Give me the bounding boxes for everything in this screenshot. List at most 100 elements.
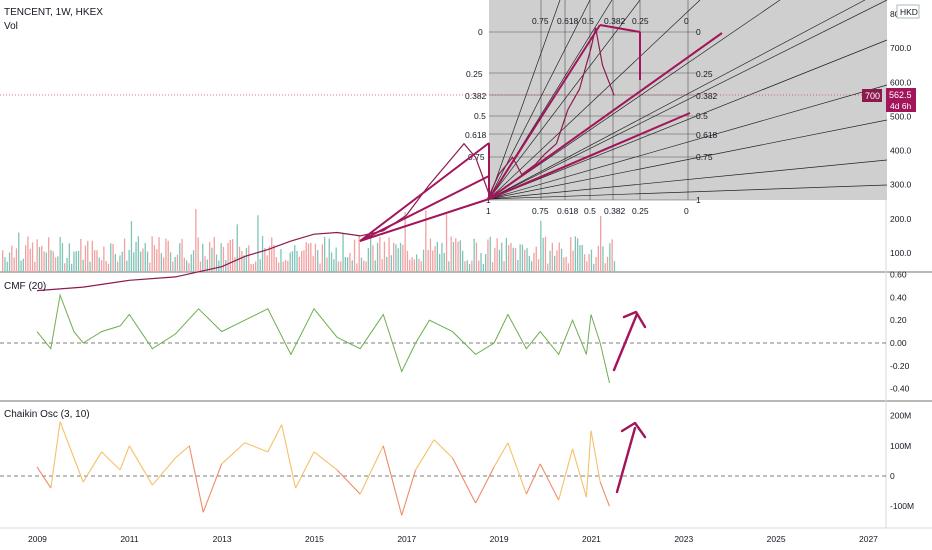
volume-bar (427, 249, 429, 272)
cmf-tick-1: 0.40 (890, 292, 907, 302)
fan-line-3 (488, 24, 601, 200)
volume-bar (151, 236, 153, 272)
volume-bar (41, 245, 43, 272)
gann-bottom-label-4: 0.382 (604, 206, 626, 216)
volume-bar (466, 260, 468, 272)
chaikin-segment (599, 481, 610, 507)
cmf-arrow[interactable] (612, 310, 647, 372)
cmf-tick-3: 0.00 (890, 338, 907, 348)
volume-bar (264, 248, 266, 272)
volume-bar (218, 260, 220, 272)
volume-bar (287, 260, 289, 272)
gann-ray-6 (488, 0, 866, 200)
volume-bar (409, 259, 411, 272)
gann-top-label-4: 0.25 (632, 16, 649, 26)
volume-bar (485, 254, 487, 272)
volume-bar (560, 248, 563, 272)
gann-top-label-0: 0.75 (532, 16, 549, 26)
gann-fan[interactable] (359, 24, 723, 242)
chaikin-segment (433, 439, 453, 459)
volume-bar (549, 250, 551, 272)
chaikin-arrow[interactable] (615, 421, 647, 494)
volume-bar (266, 255, 268, 272)
volume-bar (282, 261, 284, 272)
time-tick-2011: 2011 (120, 534, 139, 544)
price-tick-4: 500.0 (890, 111, 912, 121)
volume-bar (432, 250, 434, 272)
volume-bar (314, 243, 317, 272)
volume-bar (153, 245, 156, 272)
volume-bar (202, 243, 204, 272)
volume-bar (82, 259, 84, 272)
volume-bar (2, 250, 4, 272)
volume-bar (280, 249, 282, 272)
volume-bar (558, 242, 560, 272)
cmf-tick-0: 0.60 (890, 270, 907, 280)
gann-top-label-3: 0.382 (604, 16, 626, 26)
volume-bar (602, 246, 604, 272)
time-tick-2021: 2021 (582, 534, 601, 544)
gann-top-label-5: 0 (684, 16, 689, 26)
chaikin-axis[interactable]: 200M 100M 0 -100M (890, 411, 914, 512)
symbol-title: TENCENT, 1W, HKEX (4, 7, 103, 18)
price-tick-6: 700.0 (890, 43, 912, 53)
gann-right-label-3: 0.5 (696, 111, 708, 121)
volume-bar (252, 263, 254, 272)
volume-bar (229, 239, 231, 272)
volume-bar (393, 242, 395, 272)
gann-right-label-2: 0.382 (696, 91, 718, 101)
volume-bar (179, 243, 181, 272)
cmf-axis[interactable]: 0.60 0.40 0.20 0.00 -0.20 -0.40 (890, 270, 910, 394)
volume-bar (586, 261, 588, 272)
time-tick-2019: 2019 (490, 534, 509, 544)
volume-bar (347, 257, 349, 272)
gann-ray-0 (488, 0, 561, 200)
volume-bar (501, 242, 503, 272)
gann-ray-5 (488, 0, 781, 200)
price-tick-0: 100.0 (890, 248, 912, 258)
time-tick-2017: 2017 (397, 534, 416, 544)
chaikin-segment (336, 469, 361, 495)
volume-bar (25, 245, 27, 272)
gann-ray-7 (488, 39, 888, 200)
volume-bar (413, 259, 415, 272)
chaikin-segment (50, 421, 61, 489)
volume-bar (337, 261, 340, 272)
volume-bar (301, 251, 303, 272)
volume-bar (289, 252, 291, 272)
currency-badge[interactable] (896, 4, 920, 19)
volume-bar (91, 240, 93, 272)
volume-bar (319, 263, 321, 272)
volume-bar (245, 248, 248, 272)
volume-bar (112, 243, 114, 272)
chaikin-segment (221, 442, 246, 465)
time-axis[interactable]: 2009 2011 2013 2015 2017 2019 2021 2023 2025 2027 (28, 534, 878, 544)
volume-bar (540, 220, 542, 272)
volume-bar (169, 252, 172, 272)
volume-bar (261, 236, 264, 272)
gann-bottom-label-2: 0.618 (557, 206, 579, 216)
chaikin-title: Chaikin Osc (3, 10) (4, 409, 90, 420)
volume-bar (519, 244, 521, 272)
currency-label: HKD (900, 7, 918, 17)
chaikin-tick-3: -100M (890, 501, 914, 511)
volume-bar (547, 263, 549, 272)
volume-bar (551, 242, 553, 272)
volume-bar (48, 237, 50, 272)
gann-box[interactable]: 0.75 0.618 0.5 0.382 0.25 01 0.75 0.618 0.5 0.382… (465, 0, 888, 216)
chaikin-segment (151, 457, 176, 486)
volume-bar (324, 236, 326, 272)
volume-bar (510, 242, 512, 272)
time-tick-2023: 2023 (674, 534, 693, 544)
chaikin-segment (572, 448, 587, 498)
chaikin-segment (525, 463, 541, 495)
volume-bar (181, 238, 183, 272)
volume-bar (98, 257, 100, 272)
volume-bar (137, 236, 139, 272)
chaikin-segment (128, 445, 153, 486)
gann-left-label-3: 0.5 (474, 111, 486, 121)
volume-bar (310, 242, 312, 272)
volume-bar (524, 249, 526, 272)
volume-bar (388, 237, 390, 272)
